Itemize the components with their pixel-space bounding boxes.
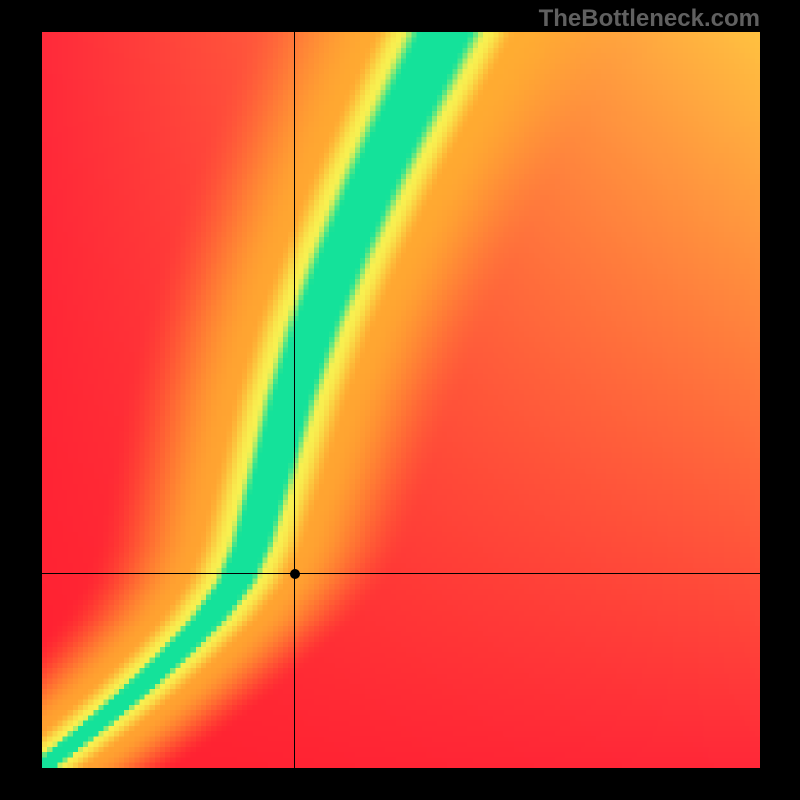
watermark-text: TheBottleneck.com [539, 5, 760, 33]
figure-container: TheBottleneck.com [0, 0, 800, 800]
crosshair-vertical [294, 32, 295, 768]
bottleneck-heatmap [42, 32, 760, 768]
crosshair-marker [290, 569, 300, 579]
crosshair-horizontal [42, 573, 760, 574]
